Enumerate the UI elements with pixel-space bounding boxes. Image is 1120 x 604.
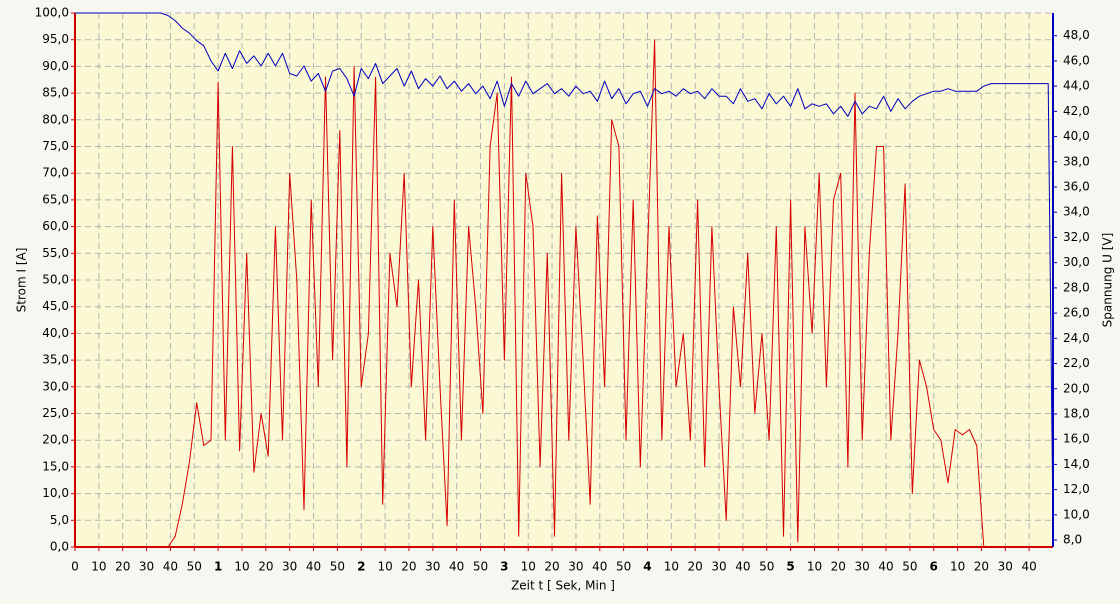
x-tick-label: 30 (711, 560, 726, 574)
x-tick-label: 30 (998, 560, 1013, 574)
x-tick-label: 50 (330, 560, 345, 574)
y-tick-label: 20,0 (42, 433, 69, 447)
y2-tick-label: 18,0 (1063, 406, 1090, 420)
x-tick-label: 30 (855, 560, 870, 574)
y2-tick-label: 42,0 (1063, 104, 1090, 118)
x-tick-label: 40 (306, 560, 321, 574)
x-tick-label: 20 (115, 560, 130, 574)
y-tick-label: 45,0 (42, 299, 69, 313)
y-tick-label: 75,0 (42, 139, 69, 153)
y-tick-label: 65,0 (42, 192, 69, 206)
x-tick-label: 30 (425, 560, 440, 574)
x-tick-label: 5 (786, 560, 794, 574)
y-tick-label: 30,0 (42, 379, 69, 393)
x-tick-label: 30 (568, 560, 583, 574)
y2-tick-label: 16,0 (1063, 432, 1090, 446)
y-tick-label: 60,0 (42, 219, 69, 233)
y-tick-label: 40,0 (42, 326, 69, 340)
y-tick-label: 90,0 (42, 59, 69, 73)
y-tick-label: 35,0 (42, 353, 69, 367)
x-tick-label: 20 (688, 560, 703, 574)
y2-tick-label: 32,0 (1063, 230, 1090, 244)
y2-tick-label: 20,0 (1063, 381, 1090, 395)
y2-tick-label: 48,0 (1063, 28, 1090, 42)
y2-tick-label: 8,0 (1063, 533, 1082, 547)
x-tick-label: 4 (643, 560, 651, 574)
x-tick-label: 50 (187, 560, 202, 574)
x-tick-label: 1 (214, 560, 222, 574)
series-line (75, 39, 1053, 548)
x-tick-label: 10 (521, 560, 536, 574)
x-tick-label: 6 (930, 560, 938, 574)
x-tick-label: 40 (163, 560, 178, 574)
x-tick-label: 40 (592, 560, 607, 574)
x-tick-label: 10 (807, 560, 822, 574)
x-tick-label: 10 (377, 560, 392, 574)
y-tick-label: 95,0 (42, 32, 69, 46)
y-tick-label: 15,0 (42, 459, 69, 473)
y-tick-label: 70,0 (42, 166, 69, 180)
x-tick-label: 40 (449, 560, 464, 574)
x-tick-label: 10 (950, 560, 965, 574)
x-tick-label: 50 (473, 560, 488, 574)
y-tick-label: 85,0 (42, 86, 69, 100)
y-tick-label: 50,0 (42, 273, 69, 287)
y2-tick-label: 30,0 (1063, 255, 1090, 269)
y2-tick-label: 34,0 (1063, 205, 1090, 219)
y-tick-label: 100,0 (35, 6, 69, 20)
y-tick-label: 5,0 (50, 513, 69, 527)
x-tick-label: 2 (357, 560, 365, 574)
x-tick-label: 10 (91, 560, 106, 574)
y-tick-label: 25,0 (42, 406, 69, 420)
x-tick-label: 10 (664, 560, 679, 574)
x-tick-label: 20 (544, 560, 559, 574)
y-tick-label: 55,0 (42, 246, 69, 260)
x-tick-label: 20 (401, 560, 416, 574)
y2-tick-label: 12,0 (1063, 482, 1090, 496)
x-tick-label: 30 (139, 560, 154, 574)
x-tick-label: 20 (974, 560, 989, 574)
x-tick-label: 50 (902, 560, 917, 574)
x-tick-label: 40 (1022, 560, 1037, 574)
x-tick-label: 0 (71, 560, 79, 574)
x-tick-label: 40 (735, 560, 750, 574)
x-tick-label: 3 (500, 560, 508, 574)
x-axis-label: Zeit t [ Sek, Min ] (511, 579, 615, 593)
x-tick-label: 50 (616, 560, 631, 574)
y2-tick-label: 44,0 (1063, 79, 1090, 93)
x-tick-label: 30 (282, 560, 297, 574)
y2-tick-label: 26,0 (1063, 306, 1090, 320)
x-tick-label: 20 (831, 560, 846, 574)
y2-tick-label: 14,0 (1063, 457, 1090, 471)
y-tick-label: 0,0 (50, 540, 69, 554)
series-line (75, 12, 1054, 528)
y2-tick-label: 28,0 (1063, 280, 1090, 294)
y2-tick-label: 38,0 (1063, 154, 1090, 168)
y-tick-label: 80,0 (42, 112, 69, 126)
y2-tick-label: 10,0 (1063, 507, 1090, 521)
y-tick-label: 10,0 (42, 486, 69, 500)
x-tick-label: 20 (258, 560, 273, 574)
y2-tick-label: 46,0 (1063, 53, 1090, 67)
y2-tick-label: 40,0 (1063, 129, 1090, 143)
y2-axis-label: Spannung U [V] (1101, 233, 1115, 328)
y2-tick-label: 36,0 (1063, 180, 1090, 194)
x-tick-label: 40 (878, 560, 893, 574)
y2-tick-label: 24,0 (1063, 331, 1090, 345)
x-tick-label: 10 (234, 560, 249, 574)
y2-tick-label: 22,0 (1063, 356, 1090, 370)
y-axis-label: Strom I [A] (15, 248, 29, 313)
x-tick-label: 50 (759, 560, 774, 574)
